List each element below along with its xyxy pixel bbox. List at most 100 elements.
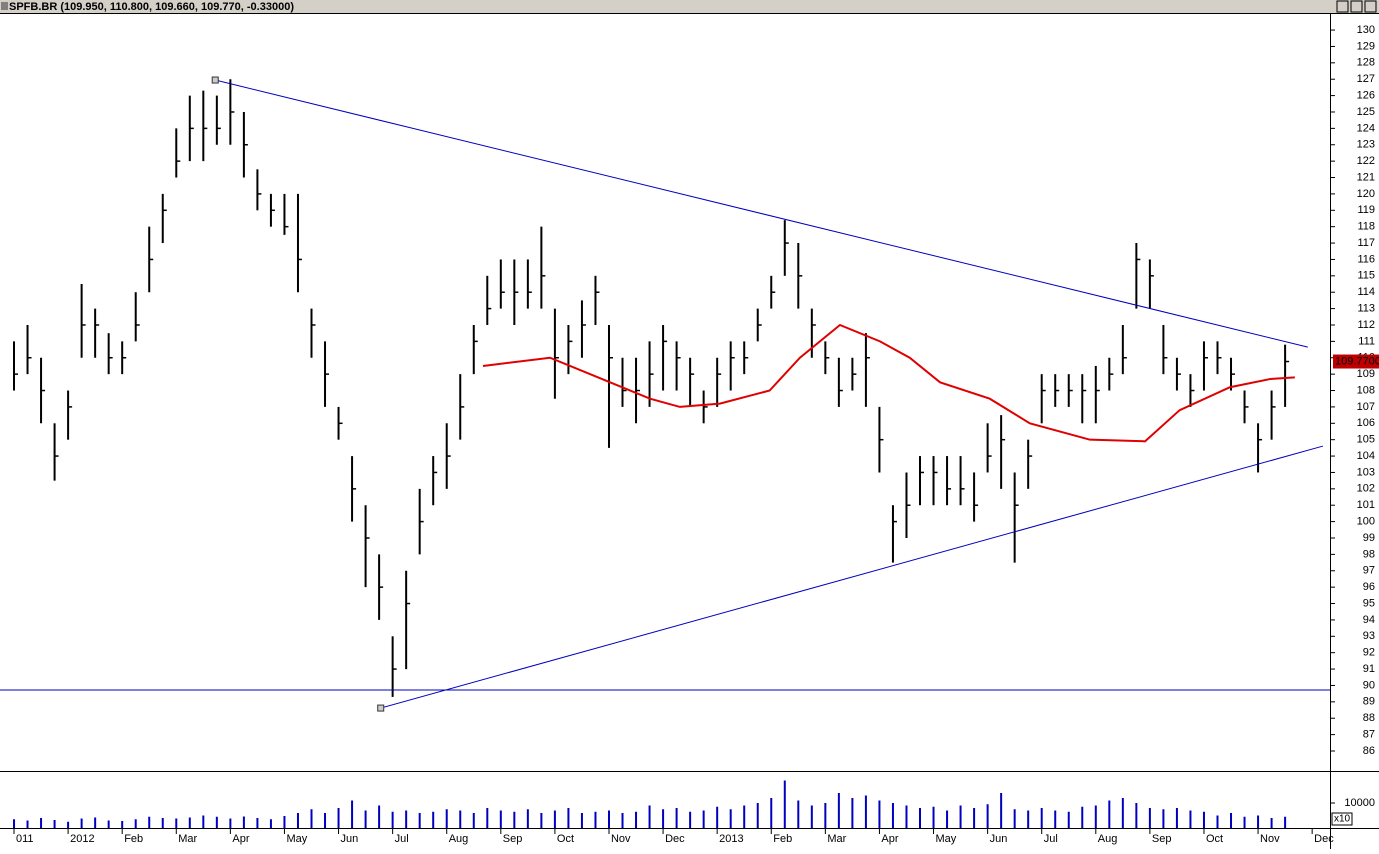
volume-bar xyxy=(94,817,97,828)
volume-bar xyxy=(175,818,178,828)
x-tick-label: Oct xyxy=(557,833,574,845)
y-tick-label: 102 xyxy=(1357,483,1375,495)
y-tick-label: 106 xyxy=(1357,417,1375,429)
y-tick-label: 130 xyxy=(1357,24,1375,36)
x-tick-label: May xyxy=(286,833,307,845)
volume-bar xyxy=(675,808,678,828)
x-tick-label: 2012 xyxy=(70,833,94,845)
multiplier-label: x10 xyxy=(1334,814,1351,825)
volume-bar xyxy=(432,811,435,828)
volume-bar xyxy=(1230,813,1233,828)
volume-bar xyxy=(337,808,340,828)
volume-bar xyxy=(662,809,665,828)
volume-bar xyxy=(418,813,421,828)
volume-bar xyxy=(188,817,191,828)
volume-bar xyxy=(689,811,692,828)
volume-bar xyxy=(161,818,164,828)
volume-bar xyxy=(107,820,110,828)
volume-bar xyxy=(229,818,232,828)
volume-bar xyxy=(824,803,827,828)
y-tick-label: 120 xyxy=(1357,188,1375,200)
y-tick-label: 97 xyxy=(1363,565,1375,577)
volume-bar xyxy=(134,819,137,828)
volume-bar xyxy=(513,811,516,828)
x-tick-label: Apr xyxy=(881,833,898,845)
volume-bar xyxy=(607,810,610,828)
maximize-button[interactable] xyxy=(1350,0,1363,13)
volume-bar xyxy=(635,811,638,828)
y-tick-label: 113 xyxy=(1357,303,1375,315)
y-tick-label: 114 xyxy=(1357,286,1375,298)
volume-bar xyxy=(310,809,313,828)
y-tick-label: 125 xyxy=(1357,106,1375,118)
volume-bar xyxy=(148,816,151,828)
volume-bar xyxy=(1148,808,1151,828)
x-tick-label: Mar xyxy=(178,833,197,845)
volume-bar xyxy=(648,805,651,828)
volume-bar xyxy=(445,809,448,828)
x-tick-label: Nov xyxy=(611,833,631,845)
volume-bar xyxy=(351,800,354,828)
y-tick-label: 111 xyxy=(1358,335,1375,347)
volume-bar xyxy=(891,803,894,828)
x-tick-label: Jun xyxy=(341,833,359,845)
y-tick-label: 121 xyxy=(1357,171,1375,183)
volume-bar xyxy=(1189,810,1192,828)
volume-bar xyxy=(80,818,83,828)
x-tick-label: Jul xyxy=(1044,833,1058,845)
volume-bar xyxy=(1040,808,1043,828)
y-tick-label: 86 xyxy=(1363,745,1375,757)
y-tick-label: 115 xyxy=(1357,270,1375,282)
x-tick-label: Sep xyxy=(1152,833,1172,845)
volume-bar xyxy=(851,798,854,828)
y-tick-label: 124 xyxy=(1357,122,1375,134)
x-tick-label: Jun xyxy=(990,833,1008,845)
volume-bar xyxy=(756,803,759,828)
x-tick-label: Dec xyxy=(1314,833,1334,845)
close-button[interactable] xyxy=(1364,0,1377,13)
y-tick-label: 123 xyxy=(1357,139,1375,151)
y-tick-label: 104 xyxy=(1357,450,1375,462)
volume-bar xyxy=(553,810,556,828)
y-tick-label: 116 xyxy=(1357,253,1375,265)
volume-bar xyxy=(1081,806,1084,828)
volume-bar xyxy=(391,811,394,828)
y-tick-label: 107 xyxy=(1357,401,1375,413)
x-tick-label: Jul xyxy=(395,833,409,845)
y-tick-label: 90 xyxy=(1363,679,1375,691)
volume-bar xyxy=(378,805,381,828)
volume-bar xyxy=(1270,818,1273,828)
volume-bar xyxy=(716,806,719,828)
last-price-box xyxy=(1333,354,1379,369)
volume-bar xyxy=(202,815,205,828)
y-tick-label: 93 xyxy=(1363,630,1375,642)
volume-bar xyxy=(878,800,881,828)
volume-bar xyxy=(526,809,529,828)
volume-bar xyxy=(1175,808,1178,828)
volume-bar xyxy=(986,804,989,828)
volume-bar xyxy=(40,818,43,828)
volume-bar xyxy=(53,820,56,828)
y-tick-label: 95 xyxy=(1363,597,1375,609)
y-tick-label: 108 xyxy=(1357,384,1375,396)
volume-bar xyxy=(1013,809,1016,828)
trend-line xyxy=(215,79,1308,348)
title-icon xyxy=(1,2,8,10)
volume-bar xyxy=(67,821,70,828)
y-tick-label: 101 xyxy=(1357,499,1375,511)
volume-bar xyxy=(296,813,299,828)
volume-bar xyxy=(26,820,29,828)
x-tick-label: May xyxy=(936,833,957,845)
volume-bar xyxy=(1135,803,1138,828)
y-tick-label: 127 xyxy=(1357,73,1375,85)
minimize-button[interactable] xyxy=(1336,0,1349,13)
volume-tick-label: 10000 xyxy=(1344,797,1375,809)
volume-bar xyxy=(215,816,218,828)
x-tick-label: Sep xyxy=(503,833,523,845)
y-tick-label: 103 xyxy=(1357,466,1375,478)
volume-bar xyxy=(1284,816,1287,828)
volume-bar xyxy=(459,810,462,828)
moving-average xyxy=(482,323,1295,443)
